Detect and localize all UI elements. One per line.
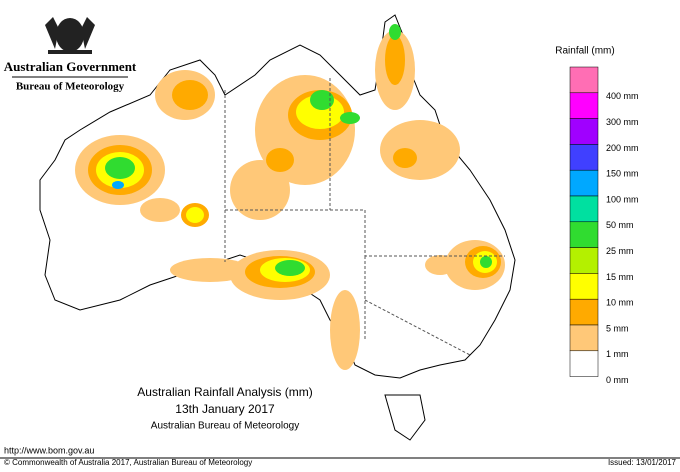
- legend-title: Rainfall (mm): [555, 46, 614, 57]
- legend-label: 10 mm: [606, 298, 634, 308]
- legend-label: 100 mm: [606, 194, 639, 204]
- legend-label: 50 mm: [606, 220, 634, 230]
- url: http://www.bom.gov.au: [4, 445, 94, 455]
- legend-swatch: [569, 273, 599, 300]
- rain-25mm: [105, 24, 492, 276]
- copyright: © Commonwealth of Australia 2017, Austra…: [4, 458, 252, 467]
- coat-of-arms: [45, 17, 95, 54]
- legend-swatch: [569, 195, 599, 223]
- legend-label: 15 mm: [606, 272, 634, 282]
- agency: Australian Government: [4, 59, 137, 74]
- caption-title: Australian Rainfall Analysis (mm): [137, 385, 312, 399]
- state-borders: [224, 78, 505, 356]
- legend-swatch: [569, 247, 599, 274]
- legend-swatch: [569, 350, 599, 377]
- legend-swatch: [569, 324, 599, 352]
- legend-label: 200 mm: [606, 143, 639, 153]
- legend-label: 0 mm: [606, 375, 629, 385]
- caption-source: Australian Bureau of Meteorology: [151, 421, 299, 432]
- legend-swatch: [569, 298, 599, 326]
- caption-date: 13th January 2017: [175, 402, 275, 416]
- legend: 400 mm 300 mm 200 mm 150 mm 100 mm 50 mm 25 mm…: [569, 66, 639, 385]
- australia-map: [39, 14, 516, 441]
- legend-label: 300 mm: [606, 117, 639, 127]
- legend-swatch: [569, 118, 599, 145]
- legend-swatch: [569, 144, 599, 171]
- bureau: Bureau of Meteorology: [16, 81, 125, 93]
- legend-swatch: [569, 66, 599, 94]
- legend-swatch: [569, 221, 599, 248]
- legend-swatch: [569, 92, 599, 119]
- legend-label: 150 mm: [606, 169, 639, 179]
- legend-label: 25 mm: [606, 246, 634, 256]
- legend-label: 1 mm: [606, 349, 629, 359]
- tasmania: [384, 394, 426, 441]
- issued: Issued: 13/01/2017: [608, 458, 677, 467]
- legend-label: 400 mm: [606, 91, 639, 101]
- legend-swatch: [569, 169, 599, 197]
- legend-label: 5 mm: [606, 323, 629, 333]
- rain-100mm: [112, 181, 124, 189]
